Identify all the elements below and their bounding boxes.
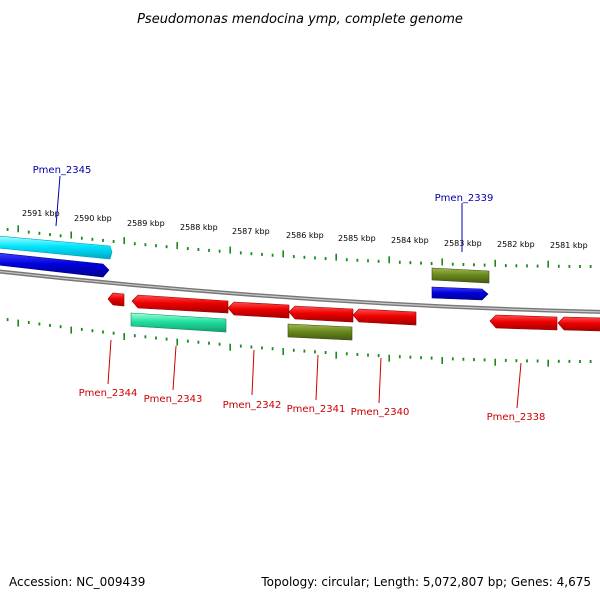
tick-label: 2586 kbp: [286, 231, 324, 240]
gene-label-pmen-2345[interactable]: Pmen_2345: [33, 165, 92, 176]
gene-pmen-2337[interactable]: [557, 316, 600, 332]
gene-pmen-2341-olive[interactable]: [287, 323, 353, 341]
gene-pmen-2344[interactable]: [107, 292, 125, 307]
gene-label-pmen-2342[interactable]: Pmen_2342: [223, 400, 282, 411]
leader-line-pmen-2340: [378, 357, 382, 404]
gene-label-pmen-2343[interactable]: Pmen_2343: [144, 394, 203, 405]
gene-pmen-2338[interactable]: [489, 314, 558, 331]
gene-pmen-2339-olive[interactable]: [431, 267, 490, 284]
leader-line-pmen-2342: [251, 349, 255, 396]
tick-label: 2591 kbp: [22, 209, 60, 218]
gene-label-pmen-2344[interactable]: Pmen_2344: [79, 388, 138, 399]
bottom-tick-ruler: [6, 318, 592, 367]
tick-label: 2581 kbp: [550, 241, 588, 250]
tick-label: 2588 kbp: [180, 223, 218, 232]
gene-pmen-2340[interactable]: [352, 308, 417, 326]
gene-label-pmen-2338[interactable]: Pmen_2338: [487, 412, 546, 423]
top-tick-ruler: [6, 225, 592, 268]
tick-label: 2582 kbp: [497, 240, 535, 249]
gene-label-pmen-2339[interactable]: Pmen_2339: [435, 193, 494, 204]
gene-pmen-2339[interactable]: [431, 286, 489, 301]
genome-backbone: [0, 269, 600, 314]
gene-pmen-2345[interactable]: [0, 252, 110, 278]
gene-pmen-2342[interactable]: [227, 301, 290, 319]
gene-pmen-2346[interactable]: [0, 235, 113, 260]
topology-text: Topology: circular; Length: 5,072,807 bp…: [260, 575, 591, 589]
leader-line-pmen-2343: [172, 345, 177, 391]
tick-label: 2590 kbp: [74, 214, 112, 223]
gene-pmen-2341[interactable]: [288, 305, 354, 323]
tick-label: 2583 kbp: [444, 239, 482, 248]
tick-label: 2584 kbp: [391, 236, 429, 245]
leader-line-pmen-2341: [315, 354, 319, 401]
tick-label: 2585 kbp: [338, 234, 376, 243]
genome-title: Pseudomonas mendocina ymp, complete geno…: [137, 12, 463, 27]
accession-text: Accession: NC_009439: [9, 575, 145, 589]
leader-line-pmen-2338: [516, 362, 522, 409]
leader-line-pmen-2344: [107, 339, 112, 385]
gene-pmen-2343[interactable]: [131, 294, 229, 314]
gene-label-pmen-2341[interactable]: Pmen_2341: [287, 404, 346, 415]
leader-line-pmen-2345: [55, 175, 61, 227]
gene-pmen-2343-teal[interactable]: [130, 312, 227, 333]
gene-label-pmen-2340[interactable]: Pmen_2340: [351, 407, 410, 418]
tick-label: 2587 kbp: [232, 227, 270, 236]
tick-label: 2589 kbp: [127, 219, 165, 228]
